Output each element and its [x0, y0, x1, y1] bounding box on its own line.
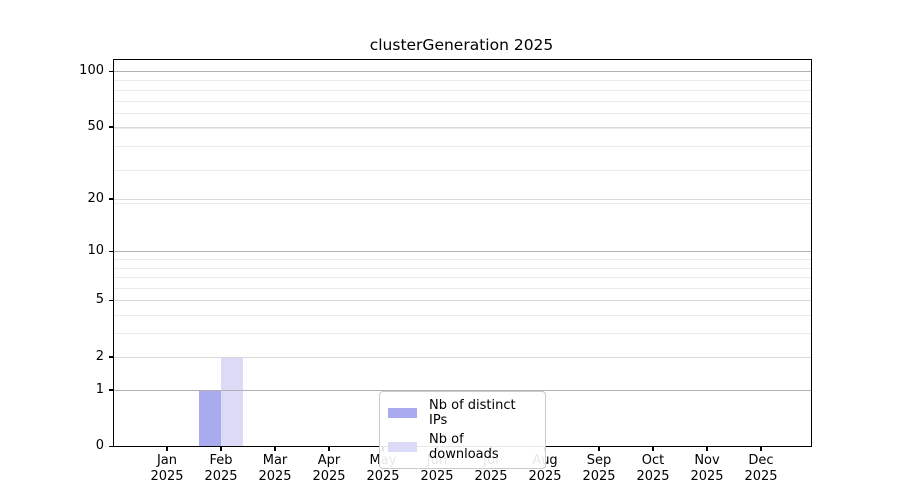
- x-tick-year: 2025: [312, 469, 346, 484]
- x-tick-mark: [274, 446, 276, 451]
- gridline-minor: [114, 202, 811, 204]
- x-tick-label: Sep 2025: [569, 453, 629, 485]
- x-tick-mark: [760, 446, 762, 451]
- gridline-minor: [114, 146, 811, 148]
- gridline-major: [114, 198, 811, 200]
- y-tick-mark: [109, 389, 114, 391]
- plot-area: Nb of distinct IPs Nb of downloads 0 1 2 5 1…: [79, 59, 812, 484]
- legend-label-downloads: Nb of downloads: [429, 432, 499, 462]
- y-tick-mark: [109, 70, 114, 73]
- gridline-minor: [114, 169, 811, 171]
- y-tick-label: 50: [87, 118, 104, 134]
- legend-item-downloads: Nb of downloads: [388, 432, 537, 462]
- x-tick-year: 2025: [690, 469, 724, 484]
- x-tick-year: 2025: [744, 469, 778, 484]
- legend: Nb of distinct IPs Nb of downloads: [379, 391, 546, 469]
- y-tick-label: 5: [95, 292, 104, 308]
- y-tick-mark: [109, 445, 114, 447]
- bar-nb-of-distinct-ips-feb: [199, 389, 221, 446]
- gridline-minor: [114, 128, 811, 130]
- gridline-major: [114, 300, 811, 302]
- x-tick-year: 2025: [582, 469, 616, 484]
- y-tick-label: 0: [95, 438, 104, 453]
- gridline-major: [114, 356, 811, 358]
- y-tick-label: 20: [87, 190, 104, 206]
- x-tick-label: Mar 2025: [245, 453, 305, 485]
- y-tick-mark: [109, 126, 114, 128]
- gridline-minor: [114, 287, 811, 289]
- gridline-minor: [114, 333, 811, 335]
- gridline-major: [114, 389, 811, 391]
- legend-item-distinct-ips: Nb of distinct IPs: [388, 398, 537, 428]
- gridline-major: [114, 126, 811, 128]
- x-tick-mark: [328, 446, 330, 451]
- x-tick-label: Dec 2025: [731, 453, 791, 485]
- gridline-minor: [114, 80, 811, 82]
- y-tick-mark: [109, 198, 114, 200]
- gridline-minor: [114, 113, 811, 115]
- y-tick-mark: [109, 356, 114, 358]
- x-tick-year: 2025: [528, 469, 562, 484]
- gridline-minor: [114, 90, 811, 91]
- x-tick-label: Oct 2025: [623, 453, 683, 485]
- x-tick-year: 2025: [258, 469, 292, 484]
- x-tick-year: 2025: [636, 469, 670, 484]
- bar-nb-of-downloads-feb: [221, 356, 243, 446]
- legend-swatch-downloads-icon: [388, 442, 417, 452]
- x-tick-year: 2025: [474, 469, 508, 484]
- x-tick-year: 2025: [150, 469, 184, 484]
- gridline-minor: [114, 277, 811, 279]
- x-tick-mark: [220, 446, 222, 451]
- x-tick-label: Jan 2025: [137, 453, 197, 485]
- x-tick-label: Feb 2025: [191, 453, 251, 485]
- gridline-minor: [114, 267, 811, 269]
- x-tick-label: Apr 2025: [299, 453, 359, 485]
- y-tick-label: 1: [95, 381, 104, 397]
- x-tick-mark: [652, 446, 654, 451]
- x-tick-mark: [166, 446, 168, 451]
- gridline-major: [114, 71, 811, 73]
- y-tick-label: 2: [95, 348, 104, 364]
- x-tick-year: 2025: [204, 469, 238, 484]
- legend-label-distinct-ips: Nb of distinct IPs: [429, 398, 516, 428]
- gridline-minor: [114, 315, 811, 317]
- y-tick-mark: [109, 250, 114, 253]
- x-tick-label: Nov 2025: [677, 453, 737, 485]
- y-tick-label: 100: [79, 63, 104, 79]
- gridline-minor: [114, 258, 811, 260]
- x-tick-mark: [706, 446, 708, 451]
- x-tick-mark: [598, 446, 600, 451]
- y-tick-label: 10: [87, 243, 104, 259]
- legend-swatch-distinct-ips-icon: [388, 408, 417, 418]
- gridline-minor: [114, 100, 811, 102]
- gridline-major: [114, 251, 811, 253]
- y-tick-mark: [109, 299, 114, 302]
- x-tick-year: 2025: [366, 469, 400, 484]
- chart-title: clusterGeneration 2025: [369, 36, 554, 54]
- x-tick-year: 2025: [420, 469, 454, 484]
